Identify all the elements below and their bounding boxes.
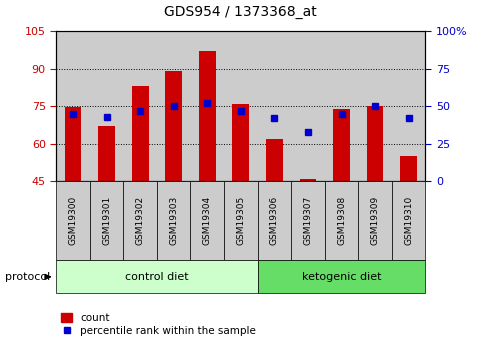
Bar bbox=[290, 31, 324, 181]
Text: GSM19308: GSM19308 bbox=[336, 196, 346, 245]
Bar bbox=[257, 31, 290, 181]
Bar bbox=[98, 126, 115, 181]
Bar bbox=[199, 51, 215, 181]
Bar bbox=[391, 31, 425, 181]
Text: GDS954 / 1373368_at: GDS954 / 1373368_at bbox=[164, 5, 317, 19]
Bar bbox=[232, 104, 249, 181]
Text: protocol: protocol bbox=[5, 272, 50, 282]
Bar bbox=[299, 179, 316, 181]
Text: GSM19305: GSM19305 bbox=[236, 196, 245, 245]
Bar bbox=[265, 139, 282, 181]
Bar bbox=[123, 31, 157, 181]
Bar bbox=[165, 71, 182, 181]
Bar bbox=[224, 31, 257, 181]
Bar bbox=[90, 31, 123, 181]
Text: GSM19304: GSM19304 bbox=[203, 196, 211, 245]
Legend: count, percentile rank within the sample: count, percentile rank within the sample bbox=[61, 313, 256, 336]
Bar bbox=[400, 156, 416, 181]
Text: GSM19307: GSM19307 bbox=[303, 196, 312, 245]
Text: GSM19300: GSM19300 bbox=[68, 196, 78, 245]
Bar bbox=[332, 109, 349, 181]
Bar bbox=[157, 31, 190, 181]
Text: GSM19302: GSM19302 bbox=[135, 196, 144, 245]
Text: control diet: control diet bbox=[125, 272, 188, 282]
Bar bbox=[324, 31, 358, 181]
Text: GSM19306: GSM19306 bbox=[269, 196, 278, 245]
Text: GSM19310: GSM19310 bbox=[403, 196, 412, 245]
Bar bbox=[366, 106, 383, 181]
Bar bbox=[64, 107, 81, 181]
Text: ketogenic diet: ketogenic diet bbox=[301, 272, 381, 282]
Bar bbox=[190, 31, 224, 181]
Text: GSM19309: GSM19309 bbox=[370, 196, 379, 245]
Text: GSM19301: GSM19301 bbox=[102, 196, 111, 245]
Bar bbox=[56, 31, 90, 181]
Bar bbox=[131, 86, 148, 181]
Bar bbox=[358, 31, 391, 181]
Text: GSM19303: GSM19303 bbox=[169, 196, 178, 245]
